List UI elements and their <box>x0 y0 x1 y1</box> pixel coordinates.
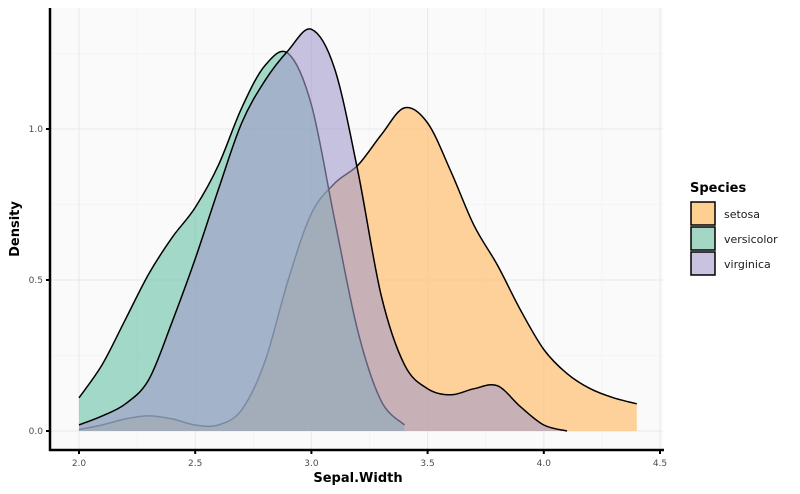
legend-label: versicolor <box>724 233 778 246</box>
x-axis-ticks: 2.0 2.5 3.0 3.5 4.0 4.5 <box>72 450 667 469</box>
legend-swatch <box>690 226 716 251</box>
x-tick-label: 4.5 <box>653 459 667 469</box>
y-axis-title: Density <box>8 201 23 257</box>
y-tick-label: 0.0 <box>29 427 44 437</box>
x-tick-label: 3.5 <box>420 459 434 469</box>
x-tick-label: 3.0 <box>304 459 319 469</box>
legend-label: setosa <box>724 208 760 221</box>
y-tick-label: 1.0 <box>29 125 44 135</box>
x-tick-label: 2.0 <box>72 459 87 469</box>
legend-swatch <box>690 251 716 276</box>
legend: Species setosa versicolor virginica <box>690 181 778 276</box>
y-tick-label: 0.5 <box>29 276 43 286</box>
x-tick-label: 2.5 <box>188 459 202 469</box>
x-tick-label: 4.0 <box>537 459 552 469</box>
y-axis-ticks: 0.0 0.5 1.0 <box>29 125 50 437</box>
x-axis-title: Sepal.Width <box>313 471 402 486</box>
legend-swatch <box>690 201 716 226</box>
legend-item-setosa: setosa <box>690 201 760 226</box>
legend-label: virginica <box>724 258 771 271</box>
legend-title: Species <box>690 181 746 196</box>
legend-item-virginica: virginica <box>690 251 771 276</box>
density-areas <box>78 28 637 432</box>
legend-item-versicolor: versicolor <box>690 226 778 251</box>
density-virginica <box>78 28 568 432</box>
